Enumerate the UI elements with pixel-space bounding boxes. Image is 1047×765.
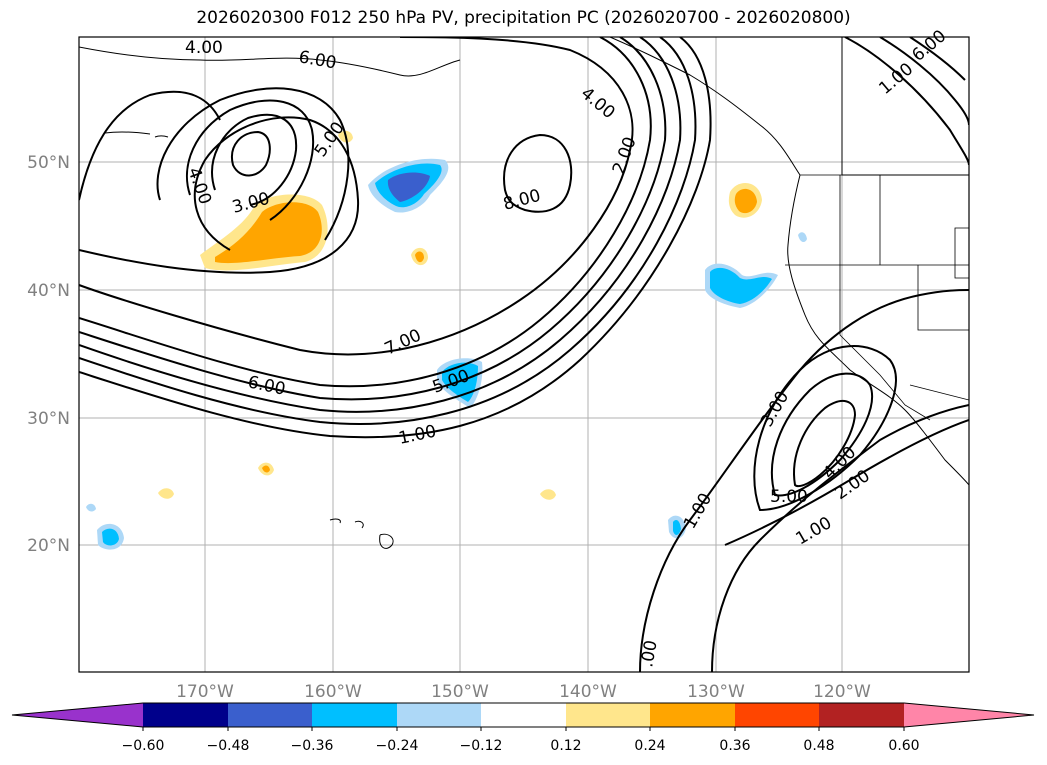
lat-label: 40°N	[27, 281, 70, 301]
contour-label: .00	[637, 639, 661, 669]
colorbar	[11, 702, 1035, 731]
colorbar-tick-label: −0.60	[122, 738, 165, 754]
precip-shading	[86, 130, 807, 550]
lon-label: 130°W	[687, 682, 745, 702]
colorbar-segment	[735, 703, 819, 727]
coastlines	[79, 37, 969, 549]
colorbar-segment	[397, 703, 481, 727]
lat-label: 20°N	[27, 536, 70, 556]
colorbar-segment	[566, 703, 650, 727]
colorbar-tick-label: 0.36	[719, 738, 750, 754]
colorbar-tick-label: 0.12	[550, 738, 581, 754]
contour-label: 5.00	[770, 487, 808, 507]
map-area	[79, 37, 969, 672]
colorbar-ticks: −0.60 −0.48 −0.36 −0.24 −0.12 0.12 0.24 …	[122, 738, 920, 754]
gridlines	[79, 37, 969, 672]
colorbar-segment	[143, 703, 228, 727]
colorbar-segment	[481, 703, 566, 727]
colorbar-tick-label: −0.48	[207, 738, 250, 754]
lon-label: 170°W	[176, 682, 234, 702]
lon-label: 140°W	[559, 682, 617, 702]
colorbar-tick-label: 0.60	[888, 738, 919, 754]
colorbar-tick-label: 0.48	[803, 738, 834, 754]
pv-contours	[79, 37, 969, 672]
lon-label: 150°W	[431, 682, 489, 702]
colorbar-tick-label: −0.36	[291, 738, 334, 754]
latitude-labels: 50°N 40°N 30°N 20°N	[27, 153, 70, 556]
lat-label: 50°N	[27, 153, 70, 173]
colorbar-segment	[819, 703, 904, 727]
colorbar-extend-max	[904, 703, 1034, 727]
lat-label: 30°N	[27, 409, 70, 429]
colorbar-tick-label: −0.12	[460, 738, 503, 754]
colorbar-segment	[650, 703, 735, 727]
colorbar-extend-min	[12, 703, 143, 727]
lon-label: 160°W	[304, 682, 362, 702]
colorbar-segment	[312, 703, 397, 727]
map-frame	[78, 36, 970, 673]
colorbar-tick-label: −0.24	[376, 738, 419, 754]
contour-label: 4.00	[185, 38, 223, 58]
colorbar-tick-label: 0.24	[634, 738, 665, 754]
longitude-labels: 170°W 160°W 150°W 140°W 130°W 120°W	[176, 682, 871, 702]
map-title: 2026020300 F012 250 hPa PV, precipitatio…	[196, 8, 851, 28]
colorbar-segment	[228, 703, 312, 727]
lon-label: 120°W	[813, 682, 871, 702]
political-borders	[785, 37, 969, 421]
